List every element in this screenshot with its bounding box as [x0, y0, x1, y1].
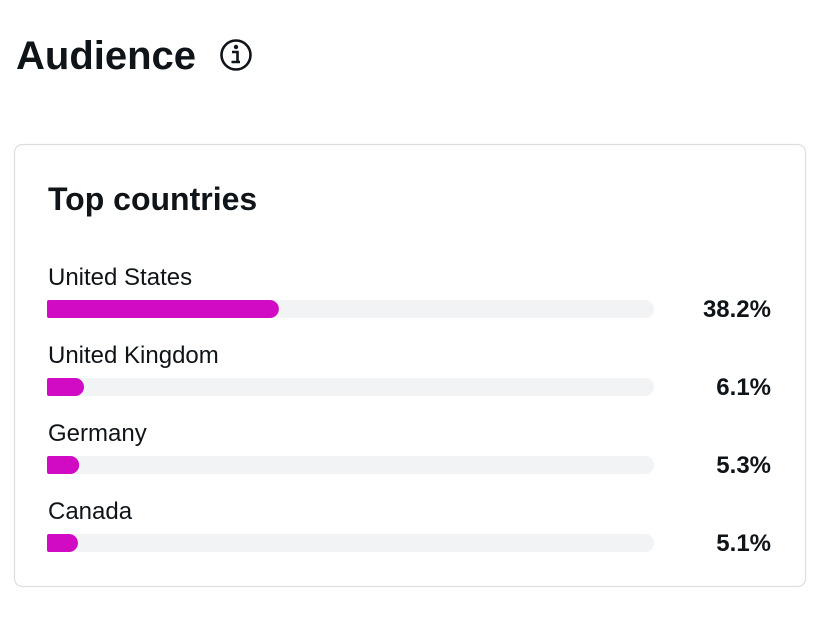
page-title: Audience	[16, 34, 196, 78]
bar-track	[47, 534, 654, 552]
category-label: United Kingdom	[48, 342, 219, 369]
value-label: 6.1%	[716, 374, 771, 401]
bar-track	[47, 456, 654, 474]
value-label: 5.1%	[716, 530, 771, 557]
card-title: Top countries	[48, 181, 257, 217]
bar-track	[47, 378, 654, 396]
bar	[47, 534, 78, 552]
value-label: 38.2%	[703, 296, 771, 323]
bar	[47, 456, 80, 474]
info-icon-stem	[231, 50, 240, 64]
category-label: United States	[48, 264, 192, 291]
info-icon[interactable]	[220, 39, 252, 71]
bar	[47, 300, 279, 318]
value-label: 5.3%	[716, 452, 771, 479]
category-label: Canada	[48, 498, 133, 525]
category-label: Germany	[48, 420, 147, 447]
bar	[47, 378, 85, 396]
info-icon-dot	[233, 44, 239, 50]
info-icon-circle	[220, 39, 252, 71]
card	[13, 143, 807, 588]
